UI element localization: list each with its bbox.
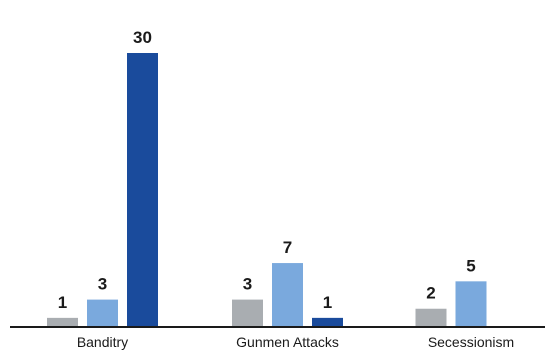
bar-gunmen-attacks-series-3 (312, 317, 343, 327)
value-label: 3 (243, 275, 252, 294)
bar-secessionism-series-2 (455, 281, 487, 327)
bar-banditry-series-2 (87, 299, 118, 327)
category-labels-layer: Banditry Gunmen Attacks Secessionism (77, 334, 514, 350)
category-label: Gunmen Attacks (236, 334, 339, 350)
bar-banditry-series-1 (47, 317, 78, 327)
bar-gunmen-attacks-series-1 (232, 299, 263, 327)
category-label: Banditry (77, 334, 128, 350)
category-label: Secessionism (428, 334, 514, 350)
value-label: 7 (283, 238, 292, 257)
bar-gunmen-attacks-series-2 (272, 263, 303, 327)
value-label: 1 (58, 293, 67, 312)
bars-layer (47, 53, 487, 327)
value-label: 5 (466, 256, 475, 275)
bar-secessionism-series-1 (415, 308, 447, 327)
value-label: 1 (323, 293, 332, 312)
value-label: 3 (98, 275, 107, 294)
bar-banditry-series-3 (127, 53, 158, 327)
value-label: 2 (426, 284, 435, 303)
value-labels-layer: 1 3 30 3 7 1 2 5 (58, 28, 476, 312)
value-label: 30 (133, 28, 152, 47)
